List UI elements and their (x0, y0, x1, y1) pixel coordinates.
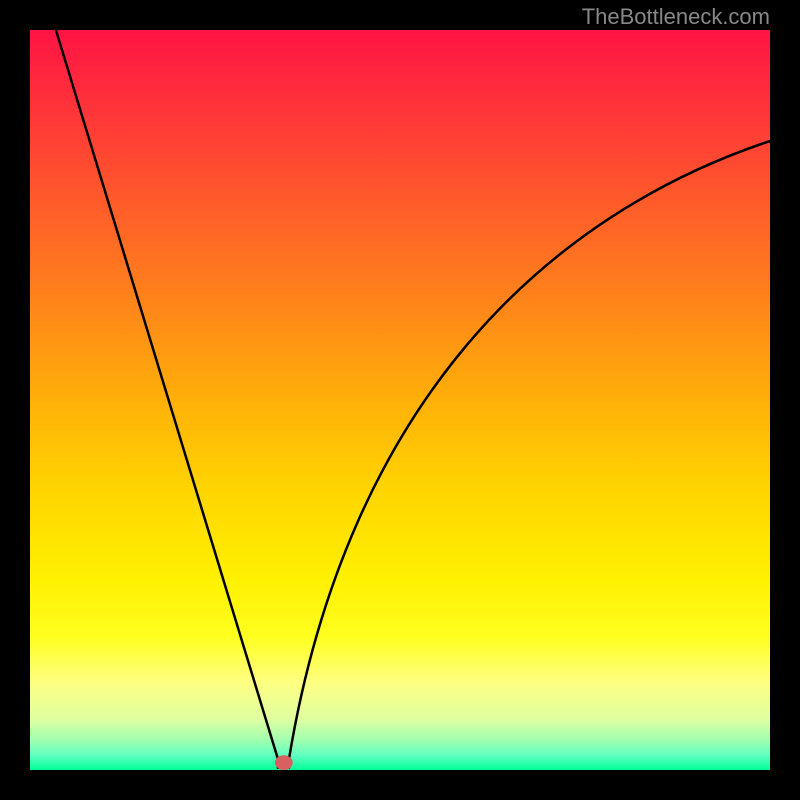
plot-area (30, 30, 770, 770)
optimum-marker (275, 755, 293, 770)
watermark-text: TheBottleneck.com (582, 4, 770, 30)
chart-svg (30, 30, 770, 770)
chart-root: TheBottleneck.com (0, 0, 800, 800)
chart-background (30, 30, 770, 770)
